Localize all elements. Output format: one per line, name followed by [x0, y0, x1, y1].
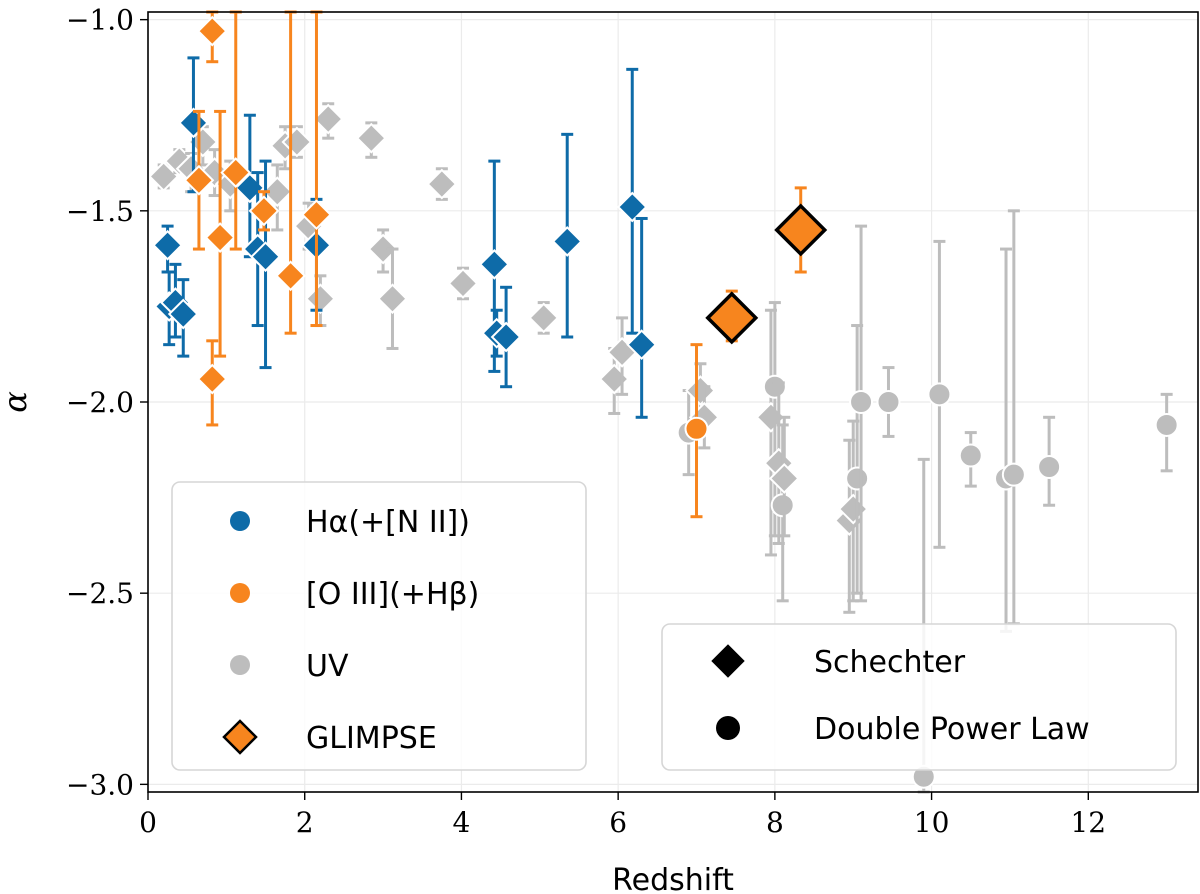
uv-point: [770, 493, 795, 518]
uv-point: [1037, 455, 1062, 479]
uv-point: [845, 466, 870, 491]
uv-point: [148, 160, 180, 192]
y-tick-label: −1.5: [66, 195, 134, 228]
halpha-point: [152, 229, 184, 261]
legend-swatch-uv: [230, 655, 250, 675]
x-tick-label: 2: [296, 806, 314, 839]
legend-label-halpha: Hα(+[N II]): [306, 505, 470, 540]
uv-point: [426, 168, 458, 200]
x-tick-label: 10: [914, 806, 950, 839]
legend-swatch-schechter: [711, 644, 745, 678]
uv-point: [312, 103, 344, 135]
halpha-point: [551, 225, 583, 257]
oiii-point: [183, 164, 215, 196]
legend-swatch-oiii: [230, 583, 250, 603]
legend-fit-box: [661, 623, 1177, 771]
uv-point: [849, 390, 874, 414]
series-uv: [148, 102, 1179, 794]
oiii-point: [301, 199, 332, 231]
oiii-point: [684, 416, 709, 441]
uv-point: [958, 443, 983, 468]
oiii-point: [275, 260, 307, 292]
data-points: [148, 10, 1179, 794]
halpha-point: [490, 321, 522, 353]
legend-label-oiii: [O III](+Hβ): [306, 577, 479, 612]
legend-swatch-halpha: [230, 511, 250, 531]
uv-point: [1154, 412, 1179, 437]
uv-point: [876, 390, 901, 414]
halpha-point: [178, 107, 209, 139]
uv-point: [304, 283, 336, 315]
uv-point: [1001, 462, 1026, 487]
halpha-point: [167, 298, 199, 330]
uv-point: [598, 363, 630, 395]
legend-label-fit: Double Power Law: [814, 712, 1090, 747]
uv-point: [528, 302, 560, 334]
legend-series: Hα(+[N II]) [O III](+Hβ) UV GLIMPSE: [171, 481, 587, 771]
x-tick-label: 6: [609, 806, 627, 839]
glimpse-point: [774, 203, 828, 257]
series-halpha: [152, 56, 658, 419]
halpha-point: [616, 191, 648, 223]
x-tick-label: 0: [139, 806, 157, 839]
halpha-point: [626, 329, 658, 361]
uv-point: [447, 268, 479, 299]
oiii-point: [196, 363, 228, 395]
oiii-point: [204, 222, 236, 254]
y-tick-label: −1.0: [66, 4, 134, 37]
y-tick-label: −2.5: [66, 577, 134, 610]
y-tick-label: −3.0: [66, 768, 134, 801]
legend-swatch-dpl: [716, 716, 740, 740]
x-tick-label: 4: [453, 806, 471, 839]
uv-point: [762, 374, 787, 399]
oiii-point: [196, 15, 228, 47]
y-tick-label: −2.0: [66, 386, 134, 419]
oiii-point: [220, 157, 252, 189]
legend-swatch-glimpse: [222, 719, 258, 755]
uv-point: [261, 176, 293, 208]
halpha-point: [250, 241, 281, 273]
legend-label-glimpse: GLIMPSE: [306, 721, 437, 756]
glimpse-point: [705, 291, 759, 345]
uv-point: [355, 122, 387, 154]
oiii-point: [248, 195, 280, 227]
uv-point: [377, 283, 408, 315]
legend-label-uv: UV: [306, 649, 349, 684]
x-axis-title: Redshift: [612, 863, 734, 894]
series-glimpse: [705, 186, 828, 345]
series-oiii: [183, 10, 709, 519]
halpha-point: [478, 248, 510, 280]
legend-series-box: [171, 481, 587, 771]
uv-point: [367, 233, 399, 265]
x-tick-label: 12: [1070, 806, 1106, 839]
axis-ticks: 0 2 4 6 8 10 12 −3.0 −2.5 −2.0 −1.5 −1.0: [66, 4, 1106, 839]
uv-point: [685, 375, 716, 406]
x-tick-label: 8: [766, 806, 784, 839]
y-axis-title: α: [0, 391, 34, 413]
legend-fit-type: Schechter Double Power Law: [661, 623, 1177, 771]
uv-point: [927, 382, 952, 407]
legend-label-fit: Schechter: [814, 645, 966, 680]
uv-point: [768, 463, 800, 494]
